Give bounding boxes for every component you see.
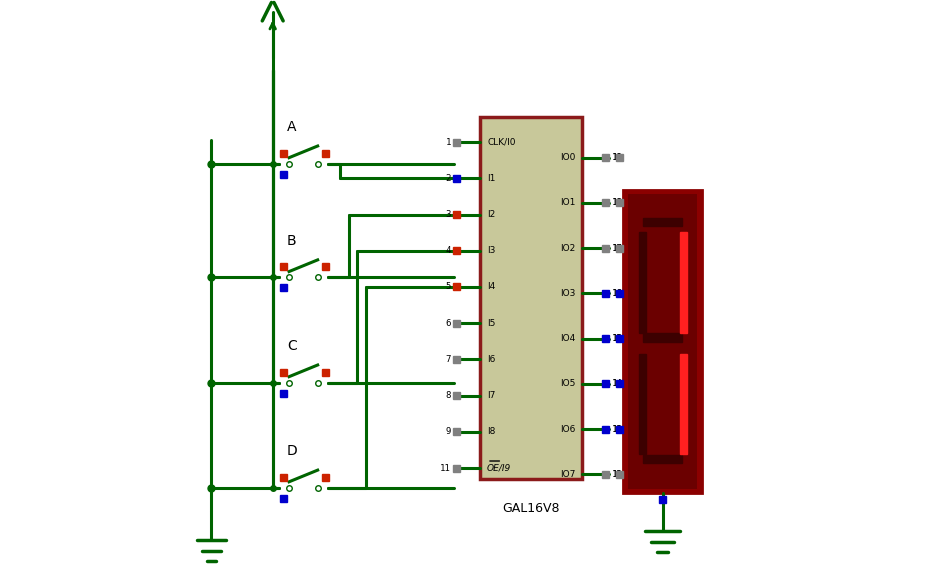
Bar <box>453 464 460 471</box>
Bar <box>643 218 683 226</box>
Text: IO5: IO5 <box>560 380 575 388</box>
Bar <box>322 150 328 157</box>
Bar <box>279 150 287 157</box>
Text: 15: 15 <box>612 334 623 343</box>
Bar <box>453 319 460 326</box>
Bar <box>616 380 623 387</box>
Text: 7: 7 <box>446 355 450 364</box>
Bar <box>623 190 702 493</box>
Text: 8: 8 <box>446 391 450 400</box>
Bar <box>453 428 460 435</box>
Text: I8: I8 <box>487 427 496 436</box>
Text: IO1: IO1 <box>560 199 575 207</box>
Bar <box>643 333 683 342</box>
Bar <box>279 284 287 291</box>
Text: 17: 17 <box>612 244 623 252</box>
Text: 18: 18 <box>611 199 623 207</box>
Text: IO2: IO2 <box>560 244 575 252</box>
Text: I3: I3 <box>487 246 496 255</box>
Text: 16: 16 <box>611 289 623 298</box>
Text: 12: 12 <box>611 470 623 479</box>
Text: IO3: IO3 <box>560 289 575 298</box>
Bar <box>602 199 609 206</box>
Bar <box>279 369 287 376</box>
Text: 12: 12 <box>612 470 623 479</box>
Bar <box>322 474 328 481</box>
Bar <box>279 474 287 481</box>
Bar <box>453 138 460 145</box>
Bar <box>616 335 623 342</box>
Bar <box>643 455 683 463</box>
Text: 4: 4 <box>446 246 450 255</box>
Bar <box>453 356 460 363</box>
Text: A: A <box>287 120 296 134</box>
Text: GAL16V8: GAL16V8 <box>502 502 560 515</box>
Text: 19: 19 <box>611 153 623 162</box>
Text: CLK/I0: CLK/I0 <box>487 138 515 147</box>
Text: 3: 3 <box>446 210 450 219</box>
Bar <box>322 369 328 376</box>
Bar <box>680 232 687 332</box>
Bar <box>279 263 287 270</box>
Text: IO0: IO0 <box>560 153 575 162</box>
Text: I6: I6 <box>487 355 496 364</box>
Text: B: B <box>287 234 297 248</box>
Bar <box>453 283 460 290</box>
Text: 14: 14 <box>612 380 623 388</box>
Text: 15: 15 <box>611 334 623 343</box>
Text: 9: 9 <box>446 427 450 436</box>
Text: I5: I5 <box>487 319 496 328</box>
Text: 5: 5 <box>446 283 450 291</box>
Bar <box>453 247 460 254</box>
Bar <box>322 263 328 270</box>
Bar <box>279 171 287 178</box>
Text: 13: 13 <box>611 425 623 433</box>
Text: 17: 17 <box>611 244 623 252</box>
Text: 11: 11 <box>440 464 450 472</box>
Bar <box>616 245 623 252</box>
Text: IO4: IO4 <box>560 334 575 343</box>
Bar <box>602 426 609 433</box>
Bar <box>453 392 460 399</box>
Bar <box>616 426 623 433</box>
Bar <box>639 354 646 454</box>
Text: OE/I9: OE/I9 <box>487 464 512 472</box>
Bar <box>680 354 687 454</box>
Text: 1: 1 <box>446 138 450 147</box>
Bar <box>453 175 460 182</box>
Text: I7: I7 <box>487 391 496 400</box>
Text: D: D <box>287 444 297 458</box>
Bar <box>616 471 623 478</box>
Bar <box>628 194 697 489</box>
Bar <box>659 496 666 503</box>
Text: 18: 18 <box>612 199 623 207</box>
Bar <box>602 290 609 297</box>
Bar <box>639 232 646 332</box>
Bar <box>602 380 609 387</box>
Bar <box>602 154 609 161</box>
Bar <box>279 495 287 502</box>
Text: IO7: IO7 <box>560 470 575 479</box>
Text: I2: I2 <box>487 210 495 219</box>
Text: 2: 2 <box>446 174 450 183</box>
Bar <box>279 390 287 397</box>
Text: C: C <box>287 339 297 353</box>
Text: 19: 19 <box>612 153 623 162</box>
Bar <box>453 211 460 218</box>
Text: I4: I4 <box>487 283 495 291</box>
Bar <box>616 199 623 206</box>
Text: 16: 16 <box>612 289 623 298</box>
Bar <box>602 471 609 478</box>
Text: IO6: IO6 <box>560 425 575 433</box>
Bar <box>602 245 609 252</box>
Text: 6: 6 <box>446 319 450 328</box>
Bar <box>616 154 623 161</box>
Bar <box>616 290 623 297</box>
Bar <box>602 335 609 342</box>
Text: 14: 14 <box>611 380 623 388</box>
Text: 13: 13 <box>612 425 623 433</box>
FancyBboxPatch shape <box>480 117 582 479</box>
Text: I1: I1 <box>487 174 496 183</box>
